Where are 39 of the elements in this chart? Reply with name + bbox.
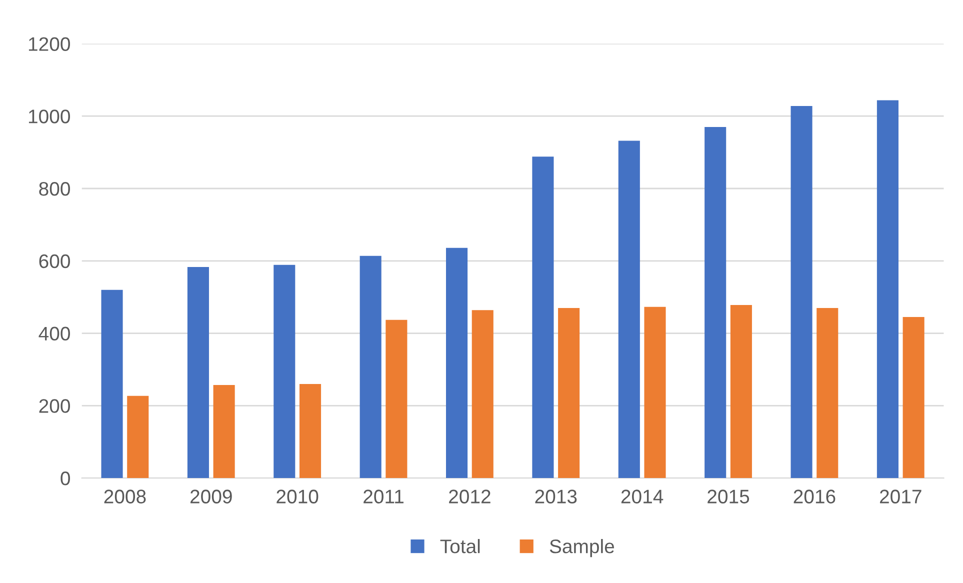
- x-tick-label: 2013: [535, 490, 577, 504]
- bar: [618, 140, 640, 478]
- x-tick-label: 2008: [104, 490, 146, 504]
- x-tick-label: 2010: [276, 490, 318, 504]
- bar: [127, 396, 149, 478]
- y-tick-label: 0: [60, 472, 70, 486]
- x-tick-label: 2016: [794, 490, 836, 504]
- bar: [644, 306, 666, 478]
- bar: [704, 126, 726, 478]
- bar: [101, 290, 123, 478]
- x-tick-label: 2009: [190, 490, 232, 504]
- bar: [213, 385, 235, 478]
- y-tick-label: 600: [39, 254, 70, 268]
- bar: [446, 248, 468, 478]
- bar: [816, 308, 838, 478]
- x-tick-label: 2012: [449, 490, 490, 504]
- x-tick-label: 2011: [364, 490, 404, 504]
- x-tick-label: 2017: [880, 490, 922, 504]
- y-tick-label: 400: [38, 326, 70, 341]
- bar: [386, 320, 408, 478]
- legend-label: Total: [440, 538, 480, 554]
- x-tick-label: 2014: [621, 490, 664, 504]
- bar: [790, 106, 812, 478]
- y-tick-label: 200: [39, 399, 70, 413]
- bar: [187, 267, 209, 478]
- bar: [730, 305, 752, 478]
- bar: [299, 384, 322, 478]
- bar: [876, 100, 898, 478]
- bar: [360, 256, 382, 478]
- bar: [472, 310, 494, 478]
- bar: [532, 156, 554, 478]
- bar: [902, 316, 924, 478]
- x-tick-label: 2015: [708, 490, 750, 504]
- bar: [558, 308, 580, 478]
- y-tick-label: 800: [39, 182, 70, 196]
- y-tick-label: 1000: [28, 110, 70, 124]
- legend-label: Sample: [550, 538, 614, 558]
- bar: [274, 264, 296, 478]
- y-tick-label: 1200: [28, 37, 70, 51]
